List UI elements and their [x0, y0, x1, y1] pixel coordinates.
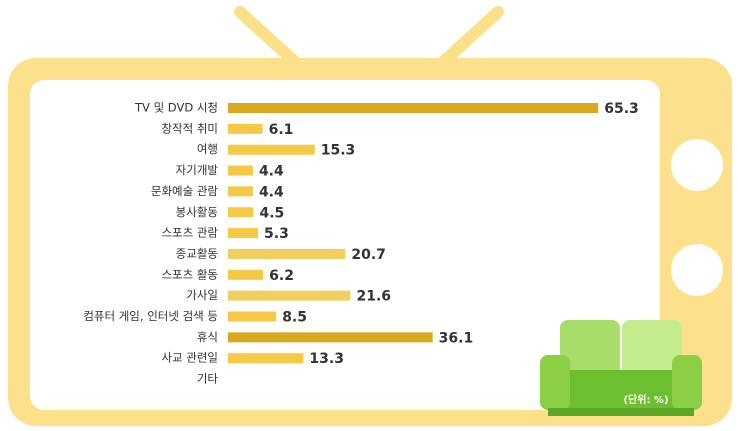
value-label: 20.7 — [351, 247, 386, 263]
bar — [228, 145, 315, 155]
category-label: 봉사활동 — [176, 205, 218, 219]
category-label: 자기개발 — [176, 163, 219, 177]
category-label: TV 및 DVD 시청 — [134, 101, 218, 115]
bar — [228, 124, 263, 134]
category-label: 문화예술 관람 — [151, 184, 219, 198]
knob — [671, 139, 723, 191]
bar — [228, 249, 345, 259]
unit-note: (단위: %) — [623, 393, 668, 406]
category-label: 스포츠 관람 — [161, 226, 218, 240]
antenna — [443, 12, 498, 62]
value-label: 4.4 — [259, 164, 284, 180]
bar — [228, 291, 350, 301]
bar — [228, 270, 263, 280]
bar — [228, 312, 276, 322]
category-label: 창작적 취미 — [161, 121, 218, 135]
category-label: 컴퓨터 게임, 인터넷 검색 등 — [83, 309, 218, 323]
category-label: 기타 — [197, 372, 219, 386]
antenna — [240, 12, 295, 62]
bar — [228, 332, 433, 342]
bar — [228, 166, 253, 176]
category-label: 휴식 — [197, 330, 218, 344]
bar — [228, 103, 598, 113]
value-label: 65.3 — [604, 101, 639, 117]
value-label: 15.3 — [321, 143, 356, 159]
chart: TV 및 DVD 시청 65.3 창작적 취미 6.1 여행 15.3 자기개발 4.4 문화예… — [0, 0, 738, 431]
category-label: 종교활동 — [176, 246, 218, 260]
category-label: 가사일 — [186, 288, 218, 302]
category-label: 스포츠 활동 — [161, 267, 218, 281]
value-label: 8.5 — [282, 310, 307, 326]
value-label: 4.5 — [260, 205, 285, 221]
knob — [671, 244, 723, 296]
value-label: 4.4 — [259, 184, 284, 200]
bar — [228, 353, 303, 363]
category-label: 여행 — [197, 142, 218, 156]
category-label: 사교 관련일 — [161, 351, 218, 365]
page: {"chart_data": {"type": "bar", "orientat… — [0, 0, 738, 431]
bar — [228, 228, 258, 238]
value-label: 13.3 — [309, 351, 344, 367]
value-label: 5.3 — [264, 226, 289, 242]
value-label: 6.2 — [269, 268, 294, 284]
bar — [228, 186, 253, 196]
bar — [228, 207, 254, 217]
value-label: 6.1 — [269, 122, 294, 138]
value-label: 21.6 — [356, 289, 391, 305]
value-label: 36.1 — [439, 330, 474, 346]
